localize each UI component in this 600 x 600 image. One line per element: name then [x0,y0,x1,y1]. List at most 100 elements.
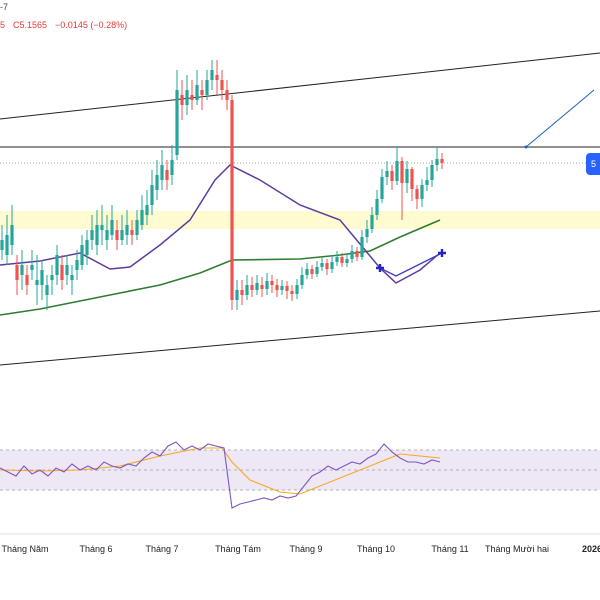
candle-body [375,199,379,215]
candle-body [95,225,99,245]
candle [320,257,324,271]
candle-body [105,230,109,240]
candle [25,265,29,295]
candle-body [380,177,384,199]
candle [255,275,259,295]
candle-body [150,185,154,205]
candle [165,160,169,190]
candle-body [345,259,349,263]
candle [135,210,139,240]
candle-body [130,230,134,235]
candle-body [310,269,314,274]
candle-body [190,95,194,100]
candle-body [285,286,289,291]
candle [375,190,379,220]
ma-purple-line [0,164,441,284]
x-axis-label: Tháng 11 [431,544,468,554]
candle-body [225,90,229,100]
x-axis-label: Tháng 9 [289,544,322,554]
candle-body [365,229,369,237]
candle [130,220,134,245]
ohlc-readout: 5 C5.1565 −0.0145 (−0.28%) [0,20,127,30]
candle-body [315,267,319,274]
candle-body [300,275,304,285]
candle [350,245,354,263]
candle [270,275,274,293]
candle [390,165,394,190]
candle-body [120,230,124,240]
candle-body [325,263,329,269]
candle [15,255,19,295]
candle-body [385,171,389,177]
candle [230,95,234,310]
candle-body [255,283,259,290]
x-axis-label: Tháng Tám [215,544,261,554]
candle [405,161,409,193]
candle [425,167,429,191]
x-axis-label: Tháng Mười hai [485,544,549,554]
projection-path [379,252,443,277]
candle [70,265,74,295]
price-target-badge[interactable]: 5 [586,153,600,175]
candle-body [60,265,64,280]
candle-body [25,275,29,285]
target-ray [525,89,595,148]
candle-body [265,281,269,289]
candle [250,277,254,297]
candle [120,215,124,245]
candle-body [400,161,404,183]
candle-body [175,90,179,155]
candle-body [125,225,129,235]
candle [55,245,59,285]
candle-body [350,251,354,259]
candle-body [155,175,159,190]
candle-body [85,240,89,255]
candle-body [100,225,104,230]
candle [125,210,129,245]
candle [200,80,204,110]
candle-body [370,215,374,229]
candle-body [425,180,429,185]
candle [180,80,184,120]
candle-body [210,70,214,80]
price-change: −0.0145 (−0.28%) [55,20,128,30]
candle [140,195,144,230]
candle-body [420,185,424,199]
candle-body [360,237,364,257]
ma-green-line [0,219,441,316]
candle [265,273,269,295]
candle-body [305,269,309,275]
candle [260,277,264,297]
x-axis-label: Tháng Năm [1,544,48,554]
candle-body [40,270,44,285]
candle-body [140,210,144,225]
candle [90,215,94,250]
candle [110,205,114,240]
candle-body [220,80,224,90]
candle-body [55,255,59,275]
candle-body [430,165,434,180]
close-value: C5.1565 [13,20,48,30]
candle [300,267,304,289]
candle [435,147,439,171]
candle-body [15,265,19,280]
x-axis-label: 2026 [582,544,600,554]
candle-body [235,290,239,300]
candle [385,161,389,185]
candle-body [30,265,34,270]
x-axis-label: Tháng 7 [145,544,178,554]
price-pane[interactable] [0,52,600,366]
rsi-pane[interactable] [0,441,600,509]
candle [415,185,419,209]
candle-body [320,263,324,267]
candle-body [110,220,114,235]
candle-body [405,169,409,183]
candle-body [415,189,419,199]
candle-body [410,169,414,189]
candle-body [10,225,14,245]
candle [430,160,434,187]
x-axis-label: Tháng 10 [357,544,395,554]
candle-body [330,262,334,269]
x-axis-label: Tháng 6 [79,544,112,554]
